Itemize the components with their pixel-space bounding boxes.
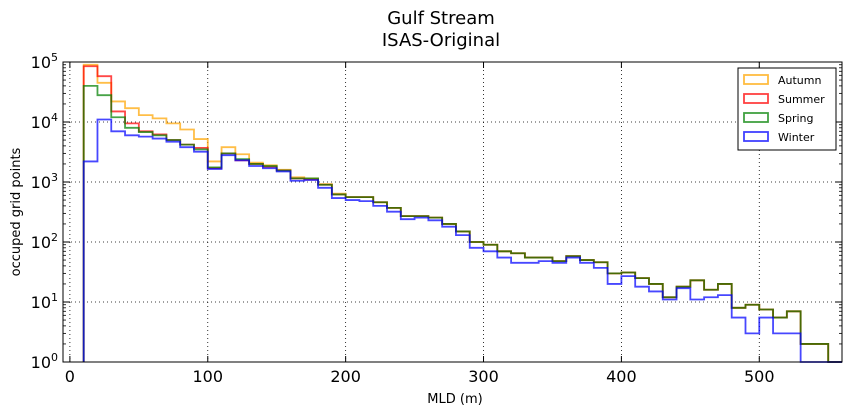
y-tick-base: 10 xyxy=(31,353,51,372)
chart-title: Gulf Stream xyxy=(387,8,495,29)
legend-label: Winter xyxy=(778,131,815,144)
legend-label: Summer xyxy=(778,93,825,106)
x-tick-label: 400 xyxy=(606,367,637,386)
x-tick-label: 0 xyxy=(65,367,75,386)
y-tick-exponent: 1 xyxy=(51,291,58,304)
y-tick-exponent: 3 xyxy=(51,171,58,184)
legend-swatch xyxy=(743,112,769,123)
y-tick-label: 101 xyxy=(31,291,58,312)
y-tick-label: 102 xyxy=(31,231,58,252)
series-step-winter xyxy=(82,118,842,363)
y-tick-base: 10 xyxy=(31,173,51,192)
x-tick-label: 500 xyxy=(744,367,775,386)
x-tick-labels: 0 100 200 300 400 500 xyxy=(65,367,775,386)
y-tick-label: 100 xyxy=(31,351,58,372)
y-axis-label: occuped grid points xyxy=(9,147,24,276)
legend: Autumn Summer Spring Winter xyxy=(737,67,837,151)
y-tick-base: 10 xyxy=(31,53,51,72)
legend-label: Spring xyxy=(778,112,814,125)
plot-series xyxy=(82,63,842,363)
series-step-spring xyxy=(82,84,842,363)
y-tick-exponent: 4 xyxy=(51,111,58,124)
x-tick-label: 200 xyxy=(330,367,361,386)
y-tick-base: 10 xyxy=(31,233,51,252)
plot-frame xyxy=(62,61,843,363)
y-tick-label: 105 xyxy=(31,51,58,72)
y-tick-base: 10 xyxy=(31,113,51,132)
y-tick-label: 104 xyxy=(31,111,58,132)
legend-swatch xyxy=(743,93,769,104)
y-tick-label: 103 xyxy=(31,171,58,192)
legend-swatch xyxy=(743,131,769,142)
y-tick-exponent: 5 xyxy=(51,51,58,64)
y-tick-base: 10 xyxy=(31,293,51,312)
x-axis-label: MLD (m) xyxy=(427,392,482,407)
y-tick-exponent: 0 xyxy=(51,351,58,364)
y-tick-exponent: 2 xyxy=(51,231,58,244)
x-tick-label: 300 xyxy=(468,367,499,386)
legend-swatch xyxy=(743,74,769,85)
x-tick-label: 100 xyxy=(192,367,223,386)
axis-ticks xyxy=(63,61,842,363)
chart-subtitle: ISAS-Original xyxy=(382,30,500,51)
legend-label: Autumn xyxy=(778,74,821,87)
legend-box xyxy=(737,67,837,151)
